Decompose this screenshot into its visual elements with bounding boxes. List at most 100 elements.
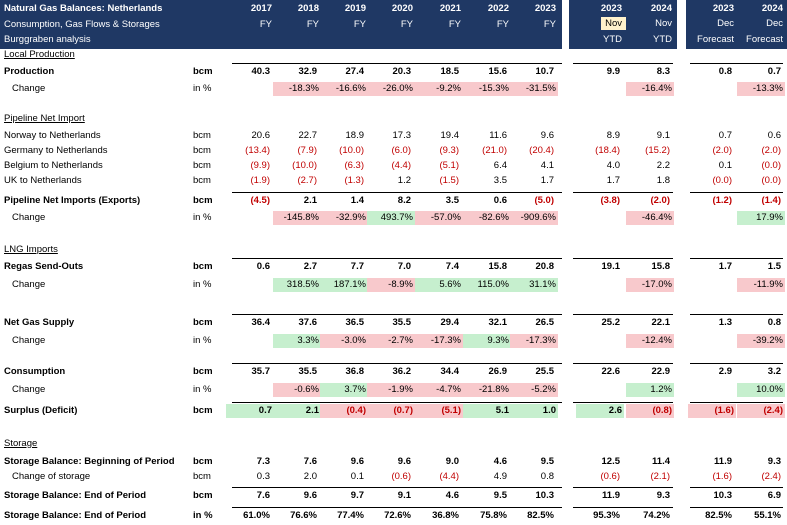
cell-value: (0.0) xyxy=(712,175,732,186)
section-lng: LNG Imports xyxy=(4,244,58,255)
cell-value: 35.5 xyxy=(298,366,318,377)
row-label: Belgium to Netherlands xyxy=(4,160,103,171)
cell-value: 6.9 xyxy=(767,490,781,501)
cell-value: 4.6 xyxy=(493,456,507,467)
cell-value: 32.1 xyxy=(488,317,508,328)
row-pipeline-net: Pipeline Net Imports (Exports) bcm (4.5) 2.… xyxy=(0,194,787,209)
row-label: Production xyxy=(4,66,55,77)
cell-value: 1.3 xyxy=(718,317,732,328)
cell-value: -31.5% xyxy=(510,82,558,96)
row-label: Change xyxy=(12,83,46,94)
cell-value: 9.6 xyxy=(303,490,317,501)
cell-value: 18.9 xyxy=(345,130,365,141)
cell-value: 3.5 xyxy=(493,175,507,186)
cell-value: (21.0) xyxy=(482,145,507,156)
row-unit: in % xyxy=(193,384,212,395)
cell-value: 7.0 xyxy=(397,261,411,272)
cell-value: -909.6% xyxy=(510,211,558,225)
cell-value: 7.6 xyxy=(256,490,270,501)
row-unit: bcm xyxy=(193,160,211,171)
cell-value: (2.0) xyxy=(650,195,670,206)
cell-value: -46.4% xyxy=(626,211,674,225)
cell-value: (1.5) xyxy=(439,175,459,186)
cell-value: 9.9 xyxy=(606,66,620,77)
cell-value: (3.8) xyxy=(600,195,620,206)
cell-value: 1.2% xyxy=(626,383,674,397)
row-unit: bcm xyxy=(193,130,211,141)
row-unit: bcm xyxy=(193,456,213,467)
row-pipeline-change: Change in % -145.8% -32.9% 493.7% -57.0% -82.6… xyxy=(0,211,787,226)
rule-line xyxy=(690,63,783,64)
cell-value: -17.3% xyxy=(510,334,558,348)
cell-value: 9.3% xyxy=(463,334,511,348)
section-local: Local Production xyxy=(4,49,75,60)
cell-value: -15.3% xyxy=(463,82,511,96)
cell-value: 0.8 xyxy=(718,66,732,77)
col-2-year: 2018 xyxy=(297,3,319,14)
row-label: Surplus (Deficit) xyxy=(4,405,78,416)
cell-value: 4.1 xyxy=(540,160,554,171)
row-unit: bcm xyxy=(193,471,211,482)
cell-value: 15.8 xyxy=(488,261,508,272)
col-4-year: 2020 xyxy=(391,3,413,14)
row-unit: in % xyxy=(193,83,212,94)
row-unit: bcm xyxy=(193,261,213,272)
row-production-change: Change in % -18.3% -16.6% -26.0% -9.2% -15.3% -… xyxy=(0,82,787,97)
cell-value: 7.6 xyxy=(303,456,317,467)
cell-value: (15.2) xyxy=(645,145,670,156)
cell-value: 17.9% xyxy=(737,211,785,225)
cell-value: (5.0) xyxy=(534,195,554,206)
cell-value: 8.3 xyxy=(656,66,670,77)
rule-line xyxy=(573,507,673,508)
col-7-basis: FY xyxy=(543,19,556,30)
col-6-basis: FY xyxy=(496,19,509,30)
cell-value: (2.1) xyxy=(650,471,670,482)
row-label: Storage Balance: End of Period xyxy=(4,510,146,521)
rule-line xyxy=(690,487,783,488)
cell-value: 7.4 xyxy=(445,261,459,272)
header-block-2: 2023 Nov YTD 2024 Nov YTD xyxy=(569,0,677,49)
cell-value: (0.0) xyxy=(761,175,781,186)
cell-value: (1.6) xyxy=(688,404,736,418)
cell-value: (1.2) xyxy=(712,195,732,206)
cell-value: -57.0% xyxy=(415,211,463,225)
row-label: Storage Balance: End of Period xyxy=(4,490,146,501)
cell-value: 25.2 xyxy=(601,317,621,328)
row-unit: in % xyxy=(193,279,212,290)
header-block-3: 2023 Dec Forecast 2024 Dec Forecast xyxy=(686,0,787,49)
cell-value: 15.8 xyxy=(651,261,671,272)
cell-value: -2.7% xyxy=(367,334,415,348)
cell-value: 2.1 xyxy=(273,404,321,418)
cell-value: 10.3 xyxy=(535,490,555,501)
col-9-period: Nov xyxy=(655,18,672,29)
cell-value: (9.3) xyxy=(439,145,459,156)
cell-value: (10.0) xyxy=(339,145,364,156)
row-label: Net Gas Supply xyxy=(4,317,75,328)
cell-value: 2.0 xyxy=(303,471,317,482)
row-norway: Norway to Netherlands bcm 20.6 22.7 18.9 17.3… xyxy=(0,129,787,144)
rule-line xyxy=(573,314,673,315)
cell-value: (2.7) xyxy=(297,175,317,186)
cell-value: (13.4) xyxy=(245,145,270,156)
col-10-period: Dec xyxy=(717,18,734,29)
row-label: Regas Send-Outs xyxy=(4,261,84,272)
cell-value: -3.0% xyxy=(320,334,368,348)
cell-value: 9.6 xyxy=(397,456,411,467)
cell-value: 2.1 xyxy=(303,195,317,206)
cell-value: (9.9) xyxy=(250,160,270,171)
cell-value: 187.1% xyxy=(320,278,368,292)
rule-line xyxy=(690,258,783,259)
cell-value: 36.8% xyxy=(432,510,459,521)
cell-value: 5.1 xyxy=(463,404,511,418)
cell-value: 8.9 xyxy=(606,130,620,141)
rule-line xyxy=(232,507,562,508)
cell-value: 0.7 xyxy=(226,404,274,418)
cell-value: 35.5 xyxy=(392,317,412,328)
cell-value: 31.1% xyxy=(510,278,558,292)
cell-value: 10.0% xyxy=(737,383,785,397)
cell-value: 75.8% xyxy=(480,510,507,521)
cell-value: -5.2% xyxy=(510,383,558,397)
col-4-basis: FY xyxy=(400,19,413,30)
rule-line xyxy=(573,258,673,259)
cell-value: 34.4 xyxy=(440,366,460,377)
